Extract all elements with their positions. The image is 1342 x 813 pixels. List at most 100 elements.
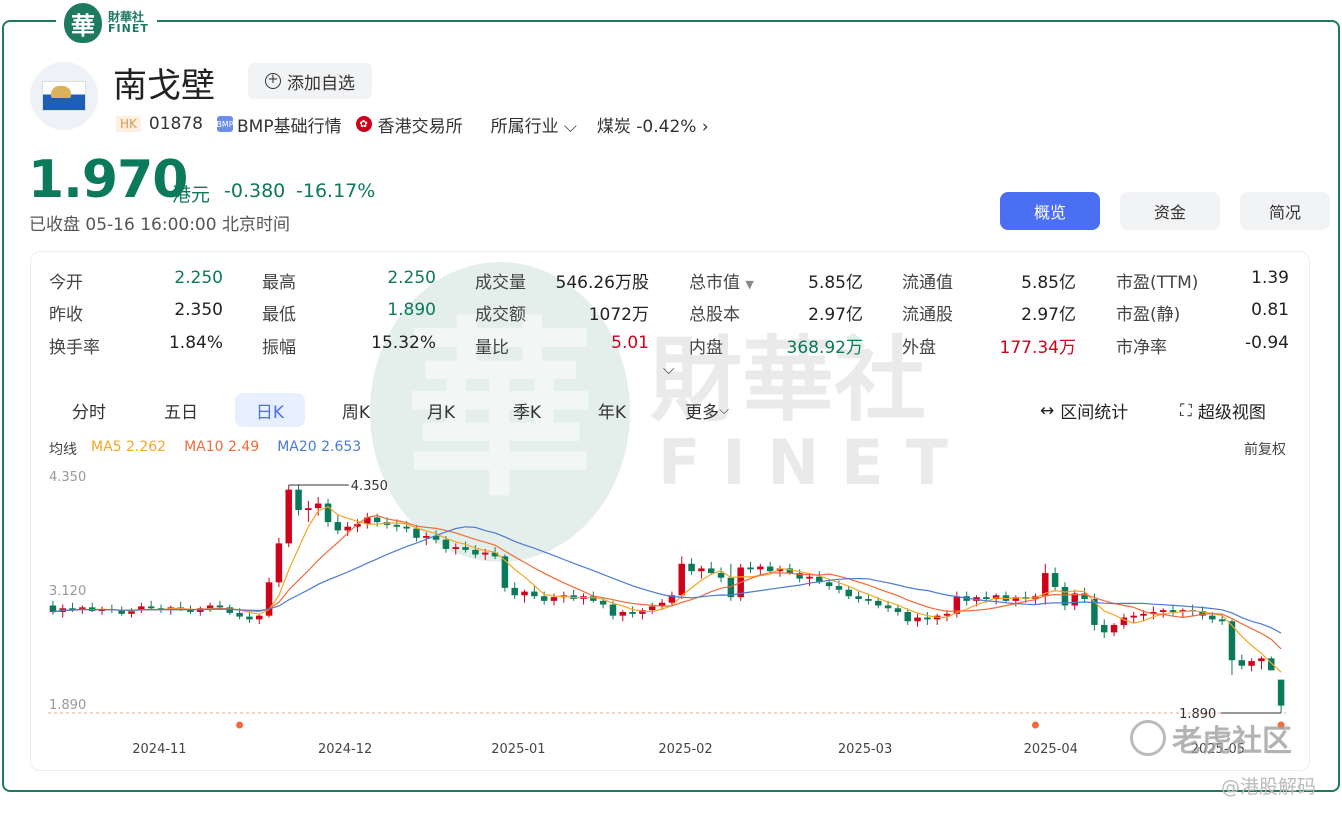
quote-label: 昨收 (49, 305, 83, 325)
tiger-logo-icon (1130, 720, 1166, 756)
candle-body (1130, 615, 1137, 618)
period-tab-monthly[interactable]: 月K (426, 402, 456, 423)
candle-body (1199, 611, 1206, 616)
candle-body (1012, 597, 1020, 601)
quote-value: 15.32% (371, 333, 436, 353)
bmp-label: BMP基础行情 (237, 116, 342, 137)
ma10-line (52, 514, 1282, 650)
super-view-button[interactable]: ⛶ 超级视图 (1180, 398, 1266, 424)
quote-label: 总股本 (689, 305, 740, 325)
quote-label: 流通值 (902, 273, 953, 293)
range-stats-button[interactable]: ↔ 区间统计 (1040, 398, 1129, 424)
quote-value: 5.85亿 (1021, 273, 1076, 293)
author-credit: @港股解码 (1220, 776, 1316, 798)
tiger-community-watermark: 老虎社区 (1130, 716, 1292, 760)
sector-link[interactable]: 煤炭 -0.42% › (597, 112, 709, 137)
candle-body (747, 567, 754, 570)
add-watchlist-button[interactable]: + 添加自选 (248, 63, 372, 99)
candle-body (1169, 610, 1177, 612)
candle-body (786, 568, 794, 574)
candle-body (1081, 593, 1088, 599)
event-dot (1031, 721, 1039, 729)
brand-name-en: FINET (108, 22, 149, 35)
quote-value: 2.350 (174, 300, 223, 320)
candle-body (354, 523, 361, 527)
quote-label: 成交量 (475, 273, 526, 293)
candle-body (501, 556, 509, 588)
candle-body (1120, 617, 1128, 625)
range-stats-label: 区间统计 (1060, 403, 1129, 423)
tab-overview[interactable]: 概览 (1000, 192, 1100, 230)
candle-body (619, 611, 627, 616)
candle-body (629, 611, 636, 614)
quote-value: 1072万 (588, 305, 649, 325)
candle-body (1042, 573, 1049, 597)
y-tick-label: 3.120 (49, 584, 86, 599)
ma10-value: MA10 2.49 (184, 439, 260, 455)
industry-dropdown[interactable]: 所属行业 ⌵ (491, 112, 577, 137)
candle-body (875, 600, 882, 606)
quote-value: 1.890 (387, 300, 436, 320)
company-logo (30, 62, 98, 130)
quote-label[interactable]: 总市值 ▼ (689, 268, 754, 293)
period-tab-more[interactable]: 更多 ⌵ (672, 393, 742, 427)
candle-body (413, 528, 420, 538)
candle-body (236, 612, 243, 617)
candle-body (855, 596, 862, 599)
candle-body (314, 503, 322, 509)
candle-body (599, 600, 607, 605)
candle-body (540, 596, 548, 601)
candle-body (825, 582, 833, 587)
candle-body (442, 539, 450, 549)
period-tab-quarterly[interactable]: 季K (512, 402, 542, 423)
candle-body (295, 489, 302, 511)
candlestick-chart[interactable]: 4.350 3.120 1.890 4.350 1.890 2024-11 2024-12 2… (40, 465, 1300, 765)
market-status: 已收盘 05-16 16:00:00 北京时间 (29, 215, 290, 235)
period-tab-intraday[interactable]: 分时 (72, 402, 106, 423)
quote-value: 1.84% (168, 333, 223, 353)
candle-body (904, 611, 911, 622)
quote-value: 0.81 (1251, 300, 1289, 320)
candle-body (138, 606, 145, 611)
candle-body (1268, 658, 1275, 671)
candle-body (924, 617, 931, 620)
candle-body (953, 596, 961, 614)
caret-down-icon: ▼ (745, 278, 754, 291)
x-tick-label: 2025-01 (491, 742, 545, 757)
brand-seal: 華 (64, 3, 102, 43)
candle-body (865, 599, 872, 601)
event-dot (1277, 721, 1285, 729)
last-price: 1.970 (28, 150, 188, 210)
tab-profile[interactable]: 简况 (1240, 192, 1330, 230)
ma20-line (52, 526, 1282, 634)
tab-capital[interactable]: 资金 (1120, 192, 1220, 230)
expand-quote-chevron-icon[interactable]: ⌵ (663, 360, 675, 378)
quote-value: 2.97亿 (808, 305, 863, 325)
candle-body (1248, 661, 1255, 666)
adjust-mode[interactable]: 前复权 (1244, 442, 1286, 458)
bmp-icon: BMP (216, 116, 234, 132)
quote-value: 546.26万股 (555, 273, 649, 293)
candle-body (707, 568, 715, 574)
candle-body (1228, 621, 1236, 661)
candle-body (1218, 619, 1226, 622)
candle-body (88, 607, 96, 612)
candle-body (452, 547, 459, 549)
period-tab-yearly[interactable]: 年K (597, 402, 627, 423)
period-tab-more-label: 更多 (685, 402, 720, 423)
x-tick-label: 2024-12 (318, 742, 372, 757)
candle-body (118, 610, 125, 614)
candle-body (324, 503, 332, 523)
chevron-right-icon: › (701, 116, 709, 137)
chevron-down-icon: ⌵ (719, 402, 729, 418)
quote-label: 量比 (475, 338, 509, 358)
candle-body (334, 522, 342, 531)
quote-label: 成交额 (475, 305, 526, 325)
period-tab-weekly[interactable]: 周K (341, 402, 371, 423)
period-tab-daily[interactable]: 日K (235, 393, 305, 427)
stock-code: 01878 (148, 114, 203, 134)
y-tick-label: 4.350 (49, 470, 86, 485)
period-tab-5day[interactable]: 五日 (164, 402, 198, 423)
tiger-label: 老虎社区 (1172, 724, 1292, 759)
candle-body (1277, 679, 1285, 706)
